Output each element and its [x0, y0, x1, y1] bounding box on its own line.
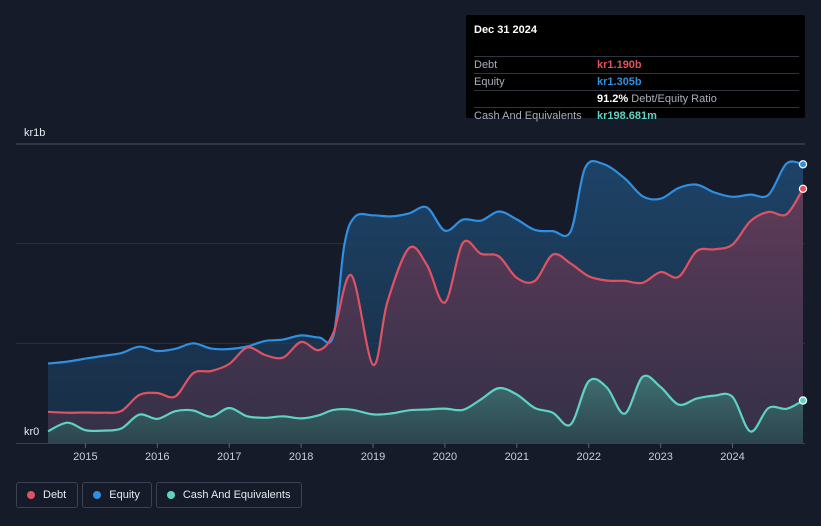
line-debt — [47, 188, 804, 414]
chart-legend: Debt Equity Cash And Equivalents — [16, 482, 303, 510]
y-axis-bottom-label: kr0 — [24, 426, 39, 438]
tooltip-value: kr1.305b — [597, 76, 642, 88]
x-tick-label: 2017 — [217, 451, 241, 463]
y-axis-top-label: kr1b — [24, 127, 45, 139]
legend-label-cash: Cash And Equivalents — [182, 489, 291, 501]
marker-cash-and-equivalents — [798, 396, 808, 405]
tooltip-row-ratio: 91.2% Debt/Equity Ratio — [474, 90, 799, 108]
area-debt — [48, 188, 803, 443]
tooltip-row-debt: Debt kr1.190b — [474, 56, 799, 74]
tooltip-value: kr198.681m — [597, 110, 657, 122]
x-axis: 2015 2016 2017 2018 2019 2020 2021 2022 2023 2024 — [16, 443, 805, 463]
x-tick-label: 2023 — [648, 451, 672, 463]
x-tick-label: 2020 — [433, 451, 457, 463]
x-tick-label: 2024 — [720, 451, 744, 463]
tooltip-ratio-label: Debt/Equity Ratio — [631, 93, 717, 105]
end-markers — [798, 160, 808, 405]
x-tick-label: 2022 — [576, 451, 600, 463]
tooltip-label: Debt — [474, 59, 498, 71]
line-cash-and-equivalents — [47, 374, 804, 433]
x-tick-label: 2019 — [361, 451, 385, 463]
tooltip-row-cash: Cash And Equivalents kr198.681m — [474, 107, 799, 122]
line-equity — [47, 159, 804, 365]
tooltip-row-equity: Equity kr1.305b — [474, 73, 799, 91]
tooltip-label: Cash And Equivalents — [474, 110, 582, 122]
x-tick-label: 2015 — [73, 451, 97, 463]
legend-dot-cash — [166, 491, 175, 499]
legend-item-cash[interactable]: Cash And Equivalents — [155, 482, 303, 508]
tooltip-date: Dec 31 2024 — [474, 24, 537, 36]
x-tick-label: 2021 — [505, 451, 529, 463]
tooltip-panel: Dec 31 2024 Debt kr1.190b Equity kr1.305… — [466, 15, 805, 122]
legend-item-equity[interactable]: Equity — [82, 482, 152, 508]
tooltip-label: Equity — [474, 76, 505, 88]
tooltip-ratio-value: 91.2% — [597, 93, 629, 105]
x-tick-label: 2016 — [145, 451, 169, 463]
series-areas — [48, 161, 803, 443]
tooltip-value: kr1.190b — [597, 59, 642, 71]
series-lines — [47, 159, 804, 433]
area-cash-and-equivalents — [48, 375, 803, 443]
legend-dot-equity — [93, 491, 102, 499]
marker-debt — [798, 184, 808, 193]
legend-label-equity: Equity — [109, 489, 140, 501]
legend-item-debt[interactable]: Debt — [16, 482, 79, 508]
x-tick-label: 2018 — [289, 451, 313, 463]
legend-dot-debt — [27, 491, 35, 499]
legend-label-debt: Debt — [43, 489, 67, 501]
marker-equity — [798, 160, 808, 169]
